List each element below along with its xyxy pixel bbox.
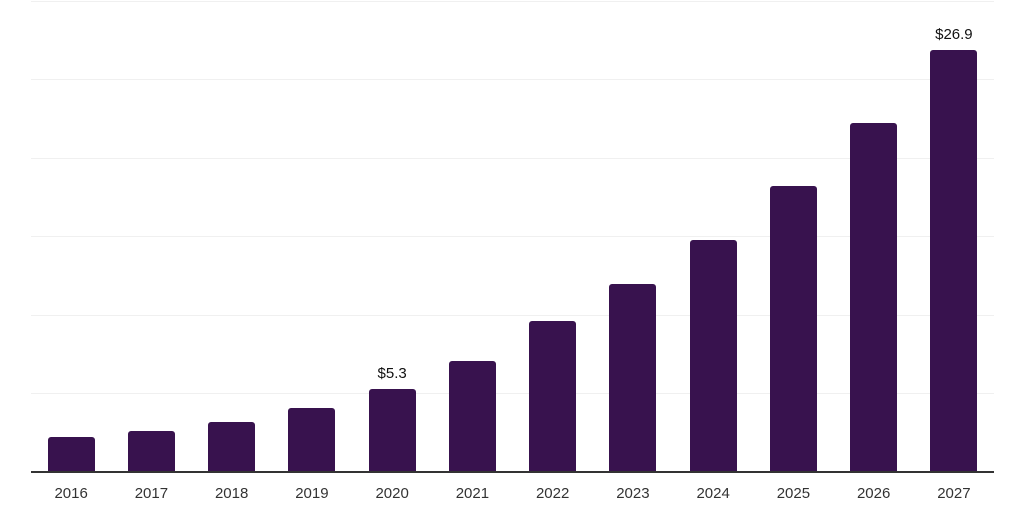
bar-2016 [47, 437, 95, 472]
gridline-30 [31, 0, 994, 2]
x-tick-label-2026: 2026 [856, 485, 891, 502]
bar-2021 [448, 360, 496, 472]
bar-2018 [208, 421, 256, 472]
x-tick-label-2027: 2027 [937, 485, 971, 502]
x-tick-label-2016: 2016 [54, 485, 88, 502]
gridline-5 [31, 393, 994, 394]
gridline-10 [31, 314, 994, 316]
bar-2026 [850, 123, 898, 472]
bar-2020 [368, 388, 416, 472]
x-axis-line [31, 471, 994, 473]
bar-2023 [609, 283, 657, 472]
bar-2022 [529, 321, 577, 472]
gridline-15 [31, 236, 994, 237]
x-tick-label-2021: 2021 [455, 485, 490, 502]
gridline-20 [31, 157, 994, 159]
x-tick-label-2017: 2017 [134, 485, 169, 502]
data-label-2027: $26.9 [935, 25, 973, 43]
bar-2017 [127, 431, 175, 472]
gridline-25 [31, 79, 994, 80]
bar-2024 [689, 239, 737, 472]
x-tick-label-2025: 2025 [776, 485, 811, 502]
x-tick-label-2019: 2019 [295, 485, 329, 502]
bar-2025 [769, 186, 817, 472]
x-tick-label-2018: 2018 [214, 485, 249, 502]
bar-2019 [288, 407, 336, 472]
data-label-2020: $5.3 [377, 364, 407, 382]
x-tick-label-2023: 2023 [616, 485, 650, 502]
x-tick-label-2022: 2022 [535, 485, 570, 502]
x-tick-label-2024: 2024 [696, 485, 730, 502]
x-tick-label-2020: 2020 [375, 485, 409, 502]
bar-2027 [930, 49, 978, 472]
